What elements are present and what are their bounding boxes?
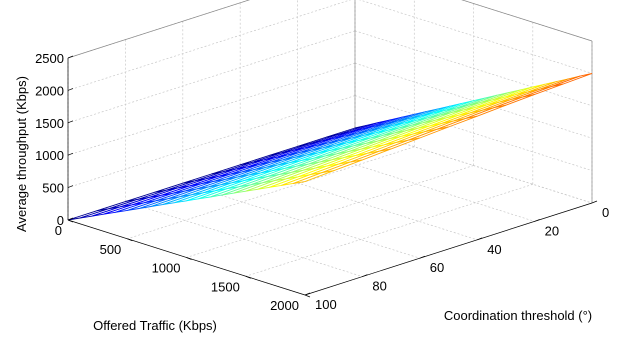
y-tick-mark [477, 237, 483, 241]
y-tick-label: 80 [372, 279, 386, 294]
z-tick-label: 2500 [35, 51, 64, 66]
grid-line [245, 183, 533, 277]
z-tick-label: 1500 [35, 116, 64, 131]
tick-labels: 0500100015002000020406080100050010001500… [35, 51, 609, 313]
z-tick-mark [67, 55, 74, 59]
z-tick-label: 1000 [35, 148, 64, 163]
y-tick-label: 0 [602, 205, 609, 220]
y-axis-line [304, 202, 593, 296]
surface-cell [551, 72, 593, 88]
z-tick-mark [67, 217, 74, 221]
grid-line [358, 0, 593, 74]
y-tick-label: 20 [545, 223, 559, 238]
y-tick-mark [419, 255, 425, 259]
x-tick-mark [127, 238, 133, 242]
x-tick-mark [304, 294, 311, 298]
x-tick-label: 1000 [152, 261, 181, 276]
x-tick-mark [186, 257, 192, 260]
grid-line [125, 201, 363, 277]
y-axis-label: Coordination threshold (°) [444, 308, 592, 323]
y-tick-label: 40 [487, 242, 501, 257]
z-tick-label: 500 [42, 181, 64, 196]
surface-cell [292, 170, 334, 184]
z-tick-mark [67, 185, 74, 188]
z-tick-label: 0 [57, 213, 64, 228]
grid-line [182, 182, 420, 259]
z-tick-mark [67, 120, 74, 124]
z-tick-mark [67, 88, 74, 91]
y-tick-mark [362, 274, 368, 277]
x-tick-label: 500 [100, 242, 122, 257]
y-tick-label: 100 [315, 297, 337, 312]
grid-line [67, 0, 251, 59]
grid-line [354, 95, 593, 171]
x-tick-label: 0 [55, 223, 62, 238]
axis-box-edge [461, 0, 593, 42]
surface-mesh [67, 72, 593, 221]
y-tick-mark [304, 292, 311, 296]
y-tick-label: 60 [430, 260, 444, 275]
z-axis-label: Average throughput (Kbps) [14, 76, 29, 232]
x-tick-label: 1500 [211, 279, 240, 294]
x-tick-label: 2000 [270, 298, 299, 313]
x-axis-label: Offered Traffic (Kbps) [93, 318, 217, 333]
x-tick-mark [245, 275, 251, 279]
y-tick-mark [534, 219, 540, 222]
z-tick-mark [67, 152, 74, 156]
x-tick-mark [67, 219, 74, 223]
grid-line [354, 30, 593, 107]
z-tick-label: 2000 [35, 83, 64, 98]
axis-box-edge [67, 0, 251, 59]
y-tick-mark [591, 200, 598, 204]
